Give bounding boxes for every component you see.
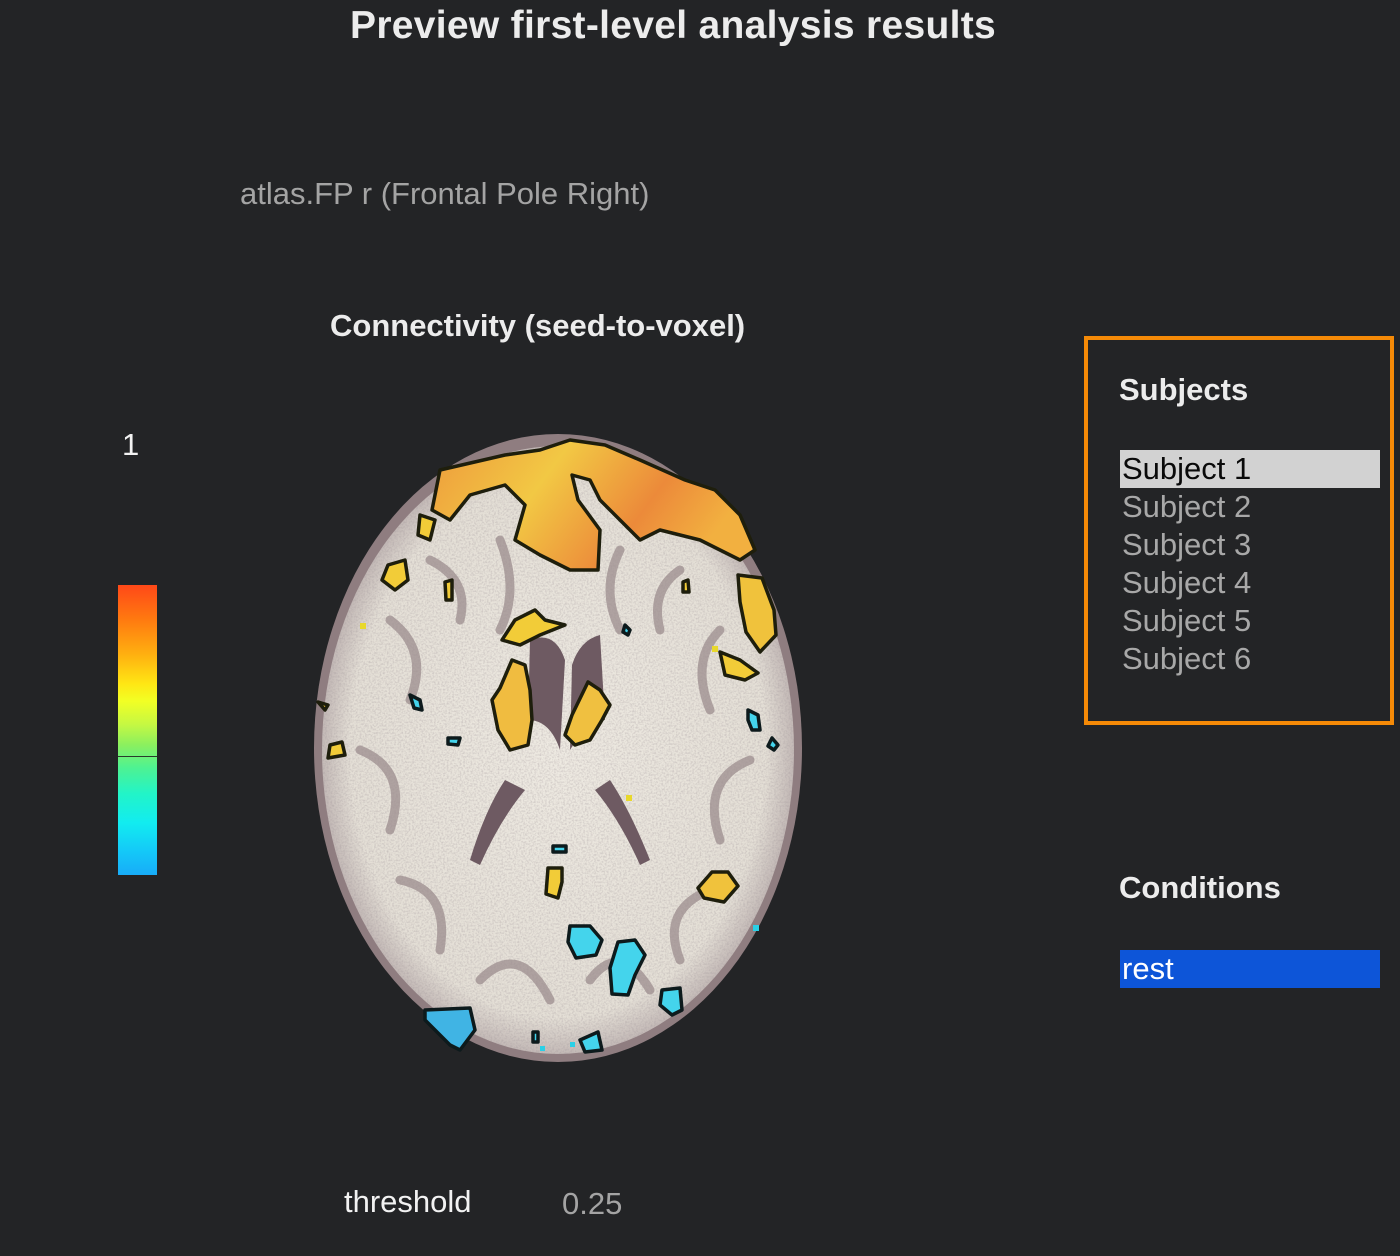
page-title: Preview first-level analysis results bbox=[350, 4, 996, 47]
positive-clusters bbox=[316, 438, 778, 904]
seed-label: atlas.FP r (Frontal Pole Right) bbox=[240, 176, 650, 211]
negative-specks bbox=[540, 925, 759, 1051]
condition-item-rest[interactable]: rest bbox=[1120, 950, 1380, 988]
subject-item-5[interactable]: Subject 5 bbox=[1122, 603, 1252, 638]
subject-item-6[interactable]: Subject 6 bbox=[1122, 641, 1252, 676]
subject-item-1[interactable]: Subject 1 bbox=[1120, 450, 1380, 488]
subjects-list[interactable]: Subject 1 Subject 2 Subject 3 Subject 4 … bbox=[1120, 450, 1380, 678]
negative-clusters bbox=[408, 623, 780, 1054]
map-title: Connectivity (seed-to-voxel) bbox=[330, 308, 746, 343]
brain-slice-view[interactable] bbox=[300, 420, 820, 1070]
subject-item-4[interactable]: Subject 4 bbox=[1122, 565, 1252, 600]
subject-item-3[interactable]: Subject 3 bbox=[1122, 527, 1252, 562]
conditions-heading: Conditions bbox=[1119, 870, 1281, 905]
conditions-list[interactable]: rest bbox=[1120, 950, 1380, 988]
subjects-highlight-frame bbox=[1084, 336, 1394, 725]
positive-specks bbox=[360, 623, 718, 801]
colorbar-max-label: 1 bbox=[122, 427, 140, 462]
colorbar bbox=[118, 585, 157, 875]
threshold-value-field[interactable]: 0.25 bbox=[562, 1186, 623, 1221]
subjects-heading: Subjects bbox=[1119, 372, 1249, 407]
subject-item-2[interactable]: Subject 2 bbox=[1122, 489, 1252, 524]
brain-anatomy bbox=[314, 434, 802, 1062]
threshold-label: threshold bbox=[344, 1184, 472, 1219]
colorbar-zero-tick bbox=[118, 756, 157, 757]
